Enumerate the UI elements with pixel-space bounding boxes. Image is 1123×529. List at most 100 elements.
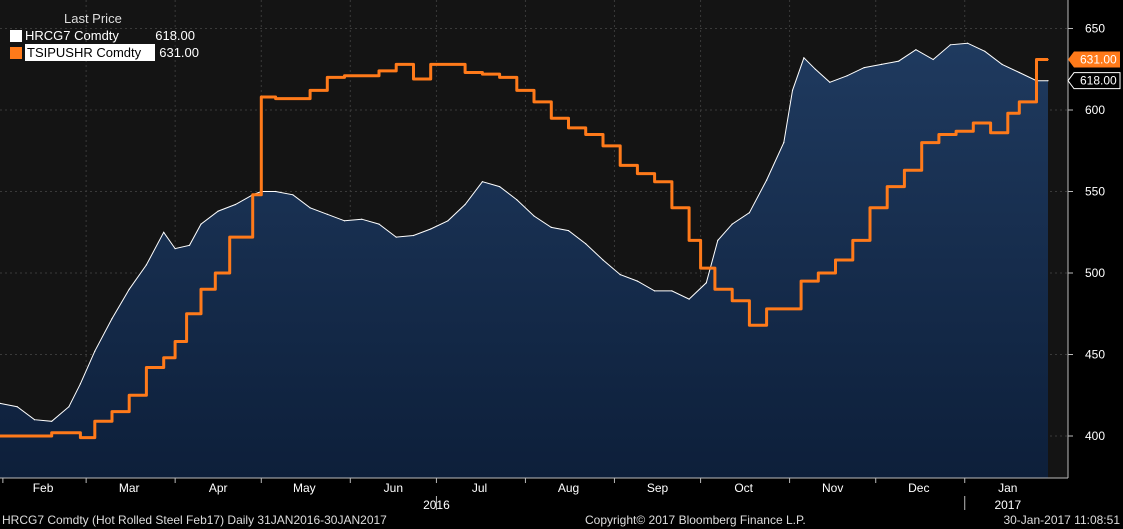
tsi-point <box>1035 58 1038 61</box>
hrc-point <box>550 226 552 228</box>
hrc-point <box>602 259 604 261</box>
hrc-point <box>481 181 483 183</box>
tsi-last-label: 631.00 <box>1080 52 1117 66</box>
tsi-point <box>361 75 363 77</box>
tsi-point <box>602 145 604 147</box>
tsi-point <box>938 133 940 136</box>
hrc-point <box>567 230 570 232</box>
tsi-point <box>50 431 53 434</box>
hrc-point <box>688 298 690 300</box>
hrc-point <box>309 207 311 209</box>
legend-swatch-tsi <box>10 46 22 59</box>
hrc-point <box>846 75 848 77</box>
hrc-point <box>275 190 277 193</box>
tsi-point <box>128 394 130 397</box>
legend-item-hrc[interactable]: HRCG7 Comdty 618.00 <box>10 27 199 44</box>
hrc-point <box>111 318 113 320</box>
tsi-point <box>653 180 656 183</box>
tsi-point <box>533 101 535 103</box>
x-tick-label: Aug <box>558 481 579 495</box>
hrc-point <box>671 290 673 292</box>
footer-copyright: Copyright© 2017 Bloomberg Finance L.P. <box>585 513 806 527</box>
tsi-point <box>1007 112 1009 115</box>
hrc-point <box>585 243 587 245</box>
x-tick-label: Apr <box>209 481 228 495</box>
hrc-point <box>1001 63 1003 65</box>
hrc-point <box>766 179 768 181</box>
tsi-point <box>200 288 202 291</box>
tsi-point <box>481 73 484 75</box>
tsi-point <box>111 410 113 413</box>
tsi-point <box>714 288 716 291</box>
hrc-point <box>163 231 165 233</box>
hrc-point <box>188 244 191 246</box>
tsi-point <box>817 272 820 274</box>
hrc-point <box>33 419 36 421</box>
x-tick-label: Mar <box>119 481 140 495</box>
hrc-point <box>705 282 707 284</box>
hrc-point <box>51 420 53 422</box>
tsi-point <box>498 76 501 79</box>
hrc-point <box>200 223 202 225</box>
x-tick-label: Oct <box>734 481 753 495</box>
tsi-point <box>395 63 398 66</box>
x-tick-label: May <box>293 481 316 495</box>
tsi-point <box>412 78 415 80</box>
tsi-point <box>174 340 176 343</box>
hrc-point <box>217 210 219 212</box>
axes: 400 450 500 550 600 650 631.00 618.00 Feb Mar Apr M… <box>0 0 1121 512</box>
hrc-point <box>1047 80 1049 82</box>
hrc-point <box>79 383 81 385</box>
legend-title: Last Price <box>64 11 122 26</box>
x-tick-label: Jan <box>998 481 1017 495</box>
tsi-point <box>834 259 837 261</box>
tsi-point <box>1047 58 1049 61</box>
hrc-point <box>145 264 147 266</box>
x-tick-label: Jul <box>472 481 487 495</box>
hrc-point <box>814 68 817 70</box>
tsi-point <box>989 132 992 134</box>
legend-item-tsi[interactable]: TSIPUSHR Comdty 631.00 <box>10 44 199 61</box>
tsi-point <box>79 436 82 439</box>
hrc-point <box>0 402 1 404</box>
hrc-point <box>447 220 449 222</box>
tsi-point <box>699 267 702 269</box>
hrc-point <box>949 44 952 46</box>
tsi-point <box>378 70 380 72</box>
hrc-area <box>0 43 1048 478</box>
tsi-point <box>671 207 673 209</box>
hrc-point <box>791 89 794 91</box>
tsi-point <box>886 185 888 188</box>
hrc-point <box>378 223 380 225</box>
y-tick-label: 600 <box>1085 103 1105 117</box>
tsi-point <box>731 299 733 302</box>
hrc-point <box>499 186 501 188</box>
tsi-point <box>145 366 148 369</box>
x-tick-label: Nov <box>822 481 843 495</box>
tsi-point <box>228 236 231 238</box>
tsi-point <box>185 313 188 315</box>
hrc-point <box>915 49 917 51</box>
hrc-point <box>829 81 831 83</box>
tsi-point <box>260 96 263 98</box>
tsi-point <box>550 117 553 119</box>
hrc-point <box>16 406 18 408</box>
tsi-point <box>800 280 802 282</box>
hrc-point <box>654 290 656 292</box>
tsi-point <box>343 75 346 77</box>
tsi-point <box>903 169 906 172</box>
tsi-point <box>1018 101 1021 103</box>
tsi-point <box>748 324 751 327</box>
tsi-point <box>783 308 785 310</box>
tsi-point <box>852 239 854 242</box>
hrc-point <box>803 57 805 59</box>
tsi-point <box>326 76 329 79</box>
tsi-point <box>16 435 19 437</box>
tsi-point <box>567 127 570 129</box>
tsi-point <box>869 207 871 209</box>
tsi-point <box>619 164 621 167</box>
hrc-point <box>395 236 397 238</box>
hrc-point <box>863 67 865 69</box>
hrc-last-tag <box>1067 72 1121 90</box>
year-label-2017: 2017 <box>994 498 1021 512</box>
